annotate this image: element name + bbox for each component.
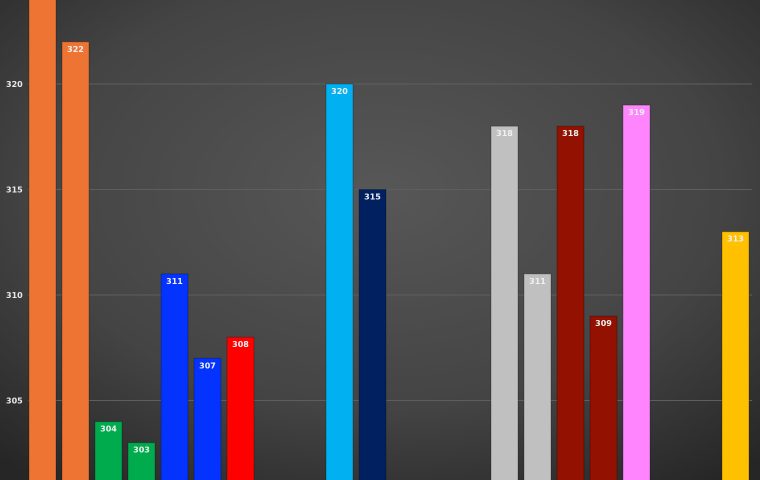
bar [160,273,189,480]
data-label: 313 [727,235,744,244]
data-label: 320 [331,87,348,96]
bar [358,189,387,480]
data-label: 308 [232,340,249,349]
data-label: 319 [628,108,645,117]
bar [589,315,618,480]
bar [523,273,552,480]
bar [325,83,354,480]
bar [127,442,156,480]
bar [94,421,123,480]
y-tick-label: 310 [6,291,23,300]
data-label: 307 [199,361,216,370]
data-label: 304 [100,425,117,434]
data-label: 303 [133,446,150,455]
bar [556,125,585,480]
data-label: 322 [67,45,84,54]
data-label: 315 [364,193,381,202]
bar [490,125,519,480]
data-label: 318 [562,129,579,138]
y-tick-label: 320 [6,80,23,89]
y-tick-label: 315 [6,186,23,195]
data-label: 311 [529,277,546,286]
bar [61,41,90,480]
bar [28,0,57,480]
bar [622,104,651,480]
bar [193,357,222,480]
data-label: 318 [496,129,513,138]
bar [226,336,255,480]
data-label: 309 [595,319,612,328]
bar [721,231,750,480]
y-tick-label: 305 [6,397,23,406]
data-label: 311 [166,277,183,286]
